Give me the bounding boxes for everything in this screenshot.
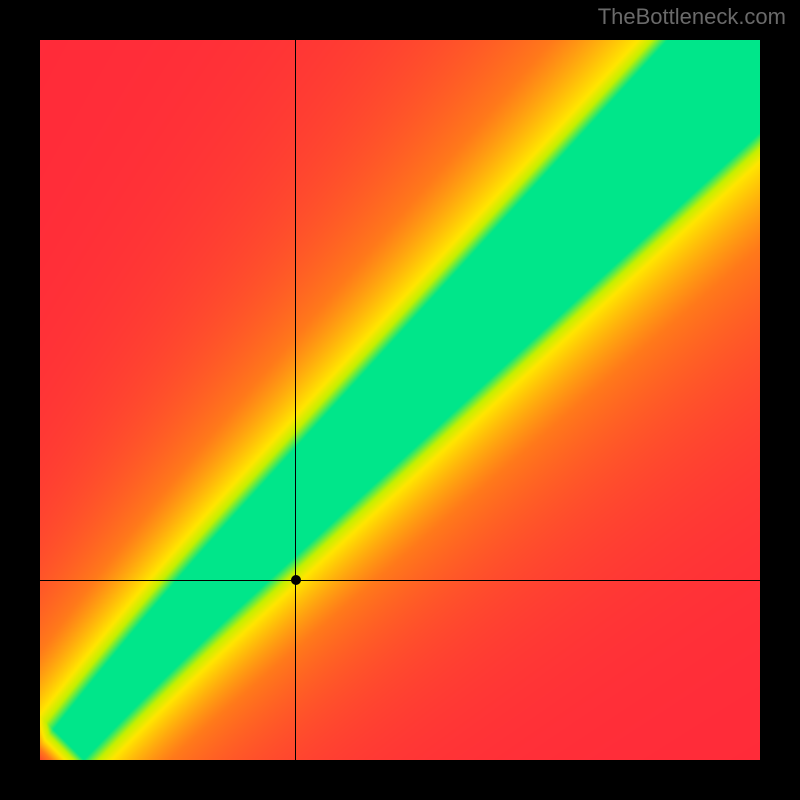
- chart-frame: TheBottleneck.com: [0, 0, 800, 800]
- heatmap-canvas: [40, 40, 760, 760]
- watermark-text: TheBottleneck.com: [598, 4, 786, 30]
- crosshair-marker: [291, 575, 301, 585]
- crosshair-horizontal: [40, 580, 760, 581]
- crosshair-vertical: [295, 40, 296, 760]
- plot-area: [40, 40, 760, 760]
